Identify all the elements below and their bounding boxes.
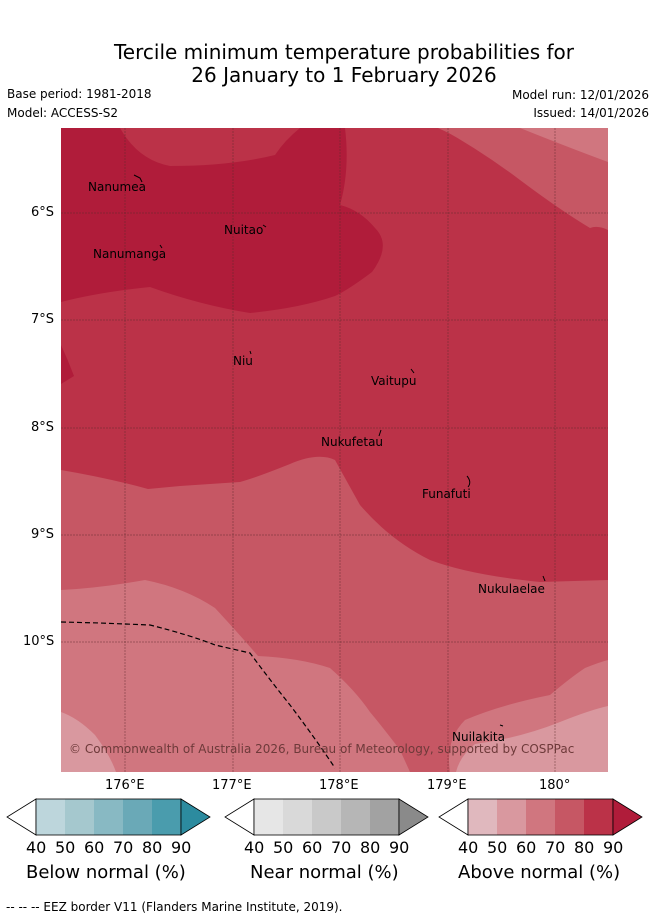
place-label-nanumea: Nanumea — [88, 180, 146, 194]
legend-0-low-arrow — [6, 798, 37, 836]
legend-0-tick-80: 80 — [142, 838, 163, 857]
place-label-niu: Niu — [233, 354, 253, 368]
legend-2-tick-40: 40 — [458, 838, 479, 857]
lat-label-10s: 10°S — [23, 634, 55, 649]
legend-2-high-arrow — [612, 798, 643, 836]
lon-label-179e: 179°E — [427, 778, 467, 793]
legend-1-swatch-2 — [283, 799, 312, 835]
island-vaitupu — [410, 368, 415, 374]
place-label-nukufetau: Nukufetau — [321, 435, 384, 449]
legend-2-tick-90: 90 — [603, 838, 624, 857]
legend-2-swatch-2 — [497, 799, 526, 835]
legend-1-low-arrow — [224, 798, 255, 836]
lat-label-7s: 7°S — [31, 312, 55, 327]
legend-colorbars — [6, 798, 643, 836]
zone-above-50 — [61, 712, 116, 772]
legend-0-tick-40: 40 — [26, 838, 47, 857]
legend-0-swatch-5 — [152, 799, 181, 835]
island-nuitao — [262, 224, 267, 228]
legend-1-tick-50: 50 — [273, 838, 294, 857]
issued-date: Issued: 14/01/2026 — [533, 106, 649, 120]
legend-near-normal-bar — [224, 798, 429, 836]
eez-border — [60, 621, 336, 769]
legend-0-swatch-4 — [123, 799, 152, 835]
legend-0-tick-60: 60 — [84, 838, 105, 857]
legend-1-tick-40: 40 — [244, 838, 265, 857]
legend-1-high-arrow — [398, 798, 429, 836]
island-nukulaelae — [542, 575, 546, 582]
legend-2-swatch-1 — [468, 799, 497, 835]
lon-label-178e: 178°E — [319, 778, 359, 793]
legend-above-normal-bar — [438, 798, 643, 836]
lat-label-9s: 9°S — [31, 527, 55, 542]
zone-above-90 — [61, 128, 383, 313]
legend-below-normal-title: Below normal (%) — [26, 862, 186, 883]
island-niu — [249, 350, 252, 355]
legend-1-swatch-3 — [312, 799, 341, 835]
legend-2-tick-60: 60 — [516, 838, 537, 857]
eez-footnote: -- -- -- EEZ border V11 (Flanders Marine… — [6, 900, 343, 914]
legend-1-tick-90: 90 — [389, 838, 410, 857]
legend-2-swatch-3 — [526, 799, 555, 835]
lat-label-6s: 6°S — [31, 205, 55, 220]
probability-shading — [61, 128, 608, 772]
place-label-nuilakita: Nuilakita — [452, 730, 505, 744]
legend-above-normal-title: Above normal (%) — [458, 862, 621, 883]
legend-0-swatch-1 — [36, 799, 65, 835]
island-nuilakita — [499, 724, 504, 727]
zone-above-70-ne — [440, 128, 608, 230]
legend-1-swatch-5 — [370, 799, 399, 835]
island-nanumanga — [159, 244, 163, 249]
island-funafuti — [466, 475, 471, 488]
legend-1-tick-70: 70 — [331, 838, 352, 857]
place-label-nukulaelae: Nukulaelae — [478, 582, 545, 596]
legend-near-normal-title: Near normal (%) — [250, 862, 399, 883]
island-shapes — [133, 174, 546, 727]
legend-2-tick-80: 80 — [574, 838, 595, 857]
legend-2-swatch-4 — [555, 799, 584, 835]
zone-above-60 — [61, 580, 410, 772]
legend-0-swatch-3 — [94, 799, 123, 835]
title-line-1: Tercile minimum temperature probabilitie… — [113, 40, 575, 64]
island-nukufetau — [378, 429, 382, 437]
place-label-funafuti: Funafuti — [422, 487, 471, 501]
model-run: Model run: 12/01/2026 — [511, 88, 649, 102]
legend-2-tick-70: 70 — [545, 838, 566, 857]
zone-above-90-edge — [61, 345, 74, 384]
lat-label-8s: 8°S — [31, 420, 55, 435]
legend-0-swatch-2 — [65, 799, 94, 835]
place-label-nuitao: Nuitao — [224, 223, 264, 237]
copyright-notice: © Commonwealth of Australia 2026, Bureau… — [69, 742, 575, 756]
zone-above-60-ne — [520, 128, 608, 162]
legend-2-tick-50: 50 — [487, 838, 508, 857]
legend-1-tick-60: 60 — [302, 838, 323, 857]
legend-1-swatch-4 — [341, 799, 370, 835]
legend-0-tick-90: 90 — [171, 838, 192, 857]
legend-below-normal-bar — [6, 798, 211, 836]
lon-label-177e: 177°E — [212, 778, 252, 793]
base-period: Base period: 1981-2018 — [7, 87, 152, 101]
zone-above-80-patch — [120, 128, 300, 166]
zone-above-50-se — [456, 706, 608, 772]
lon-label-176e: 176°E — [105, 778, 145, 793]
legend-1-tick-80: 80 — [360, 838, 381, 857]
lon-label-180: 180° — [539, 778, 571, 793]
legend-2-low-arrow — [438, 798, 469, 836]
model-name: Model: ACCESS-S2 — [7, 106, 119, 120]
island-nanumea — [133, 174, 143, 183]
legend-0-tick-50: 50 — [55, 838, 76, 857]
legend-2-swatch-5 — [584, 799, 613, 835]
legend-1-swatch-1 — [254, 799, 283, 835]
place-label-nanumanga: Nanumanga — [93, 247, 167, 261]
place-label-vaitupu: Vaitupu — [371, 374, 417, 388]
title-line-2: 26 January to 1 February 2026 — [191, 63, 497, 87]
legend-0-high-arrow — [180, 798, 211, 836]
legend-0-tick-70: 70 — [113, 838, 134, 857]
graticule — [61, 128, 608, 772]
